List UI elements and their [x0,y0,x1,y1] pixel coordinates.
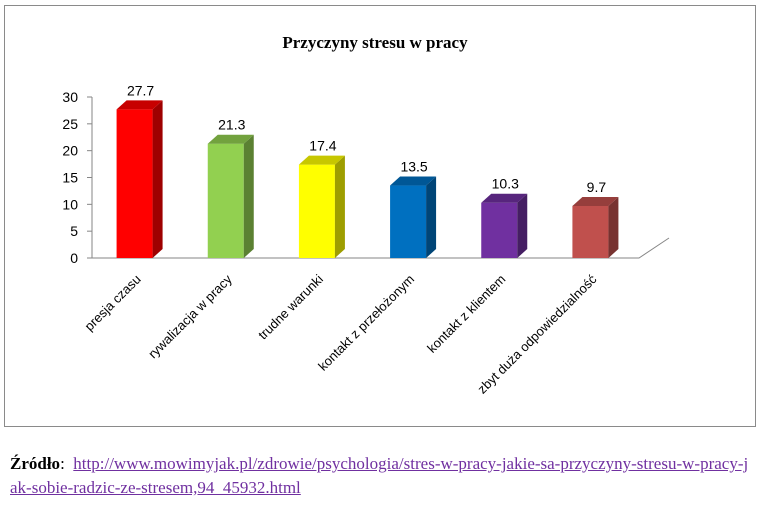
bar-top [298,155,345,165]
bar-side [426,176,437,258]
bar [481,193,528,258]
bar-front [572,205,609,258]
y-tick-label: 30 [62,89,78,105]
y-tick-label: 0 [70,250,78,266]
y-tick-label: 20 [62,143,78,159]
bar-side [152,100,163,259]
bar [390,176,437,258]
chart-title: Przyczyny stresu w pracy [282,33,468,52]
source-separator: : [60,454,65,473]
bar-top [572,196,619,206]
bar-side [517,193,528,258]
x-tick-label: kontakt z klientem [424,272,508,356]
x-tick-label: presja czasu [81,272,143,334]
x-tick-label: rywalizacja w pracy [145,271,235,361]
bar [207,134,254,258]
y-tick-label: 25 [62,116,78,132]
bar [298,155,345,258]
data-label: 27.7 [127,82,154,98]
bar-side [608,196,619,258]
data-label: 21.3 [218,117,245,133]
chart-frame: Przyczyny stresu w pracy 0 5 10 15 20 25 30 27… [4,5,756,427]
bar [116,100,163,259]
bar-front [390,185,427,258]
y-tick-label: 5 [70,223,78,239]
source-label: Źródło [10,454,61,473]
bar-side [334,155,345,258]
bar-front [207,143,244,258]
bar-side [243,134,254,258]
bar-top [116,100,163,110]
bar-front [481,202,518,258]
bar-front [116,109,153,259]
bar-top [481,193,528,203]
data-label: 17.4 [309,138,336,154]
y-tick-label: 15 [62,170,78,186]
x-tick-label: trudne warunki [255,271,326,342]
bar-chart: Przyczyny stresu w pracy 0 5 10 15 20 25 30 27… [62,33,670,397]
bar-top [207,134,254,144]
x-axis-line [92,237,670,259]
data-label: 9.7 [587,179,607,195]
bar-top [390,176,437,186]
y-tick-label: 10 [62,196,78,212]
x-tick-label: kontakt z przełożonym [315,272,417,374]
data-label: 10.3 [492,176,519,192]
bar-front [298,164,335,258]
source-note: Źródło: http://www.mowimyjak.pl/zdrowie/… [10,452,750,500]
data-label: 13.5 [400,159,427,175]
bar [572,196,619,258]
source-link[interactable]: http://www.mowimyjak.pl/zdrowie/psycholo… [10,454,749,497]
